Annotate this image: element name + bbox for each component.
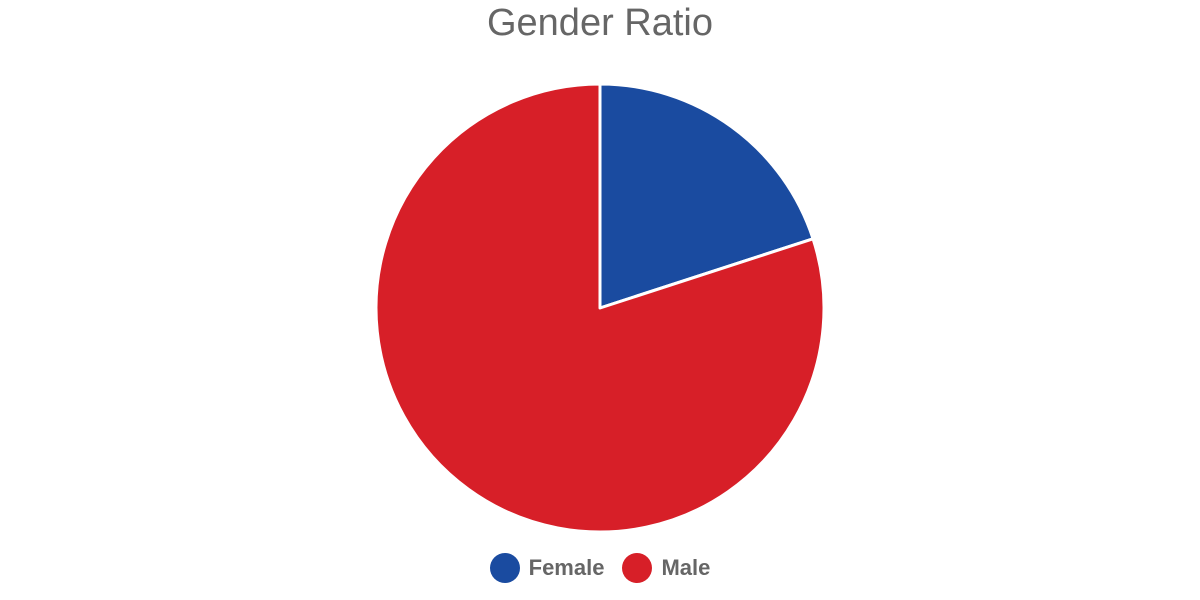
legend-swatch-female xyxy=(489,553,520,583)
legend-item-female[interactable]: Female xyxy=(489,553,605,583)
chart-title: Gender Ratio xyxy=(486,2,713,44)
pie-slice-female[interactable] xyxy=(598,82,815,310)
legend-item-male[interactable]: Male xyxy=(622,553,710,583)
legend-label-male: Male xyxy=(661,555,711,580)
legend-label-female: Female xyxy=(528,555,605,580)
pie-slice-male[interactable] xyxy=(374,82,826,534)
legend-swatch-male xyxy=(622,553,653,583)
legend: Female Male xyxy=(0,548,1200,588)
